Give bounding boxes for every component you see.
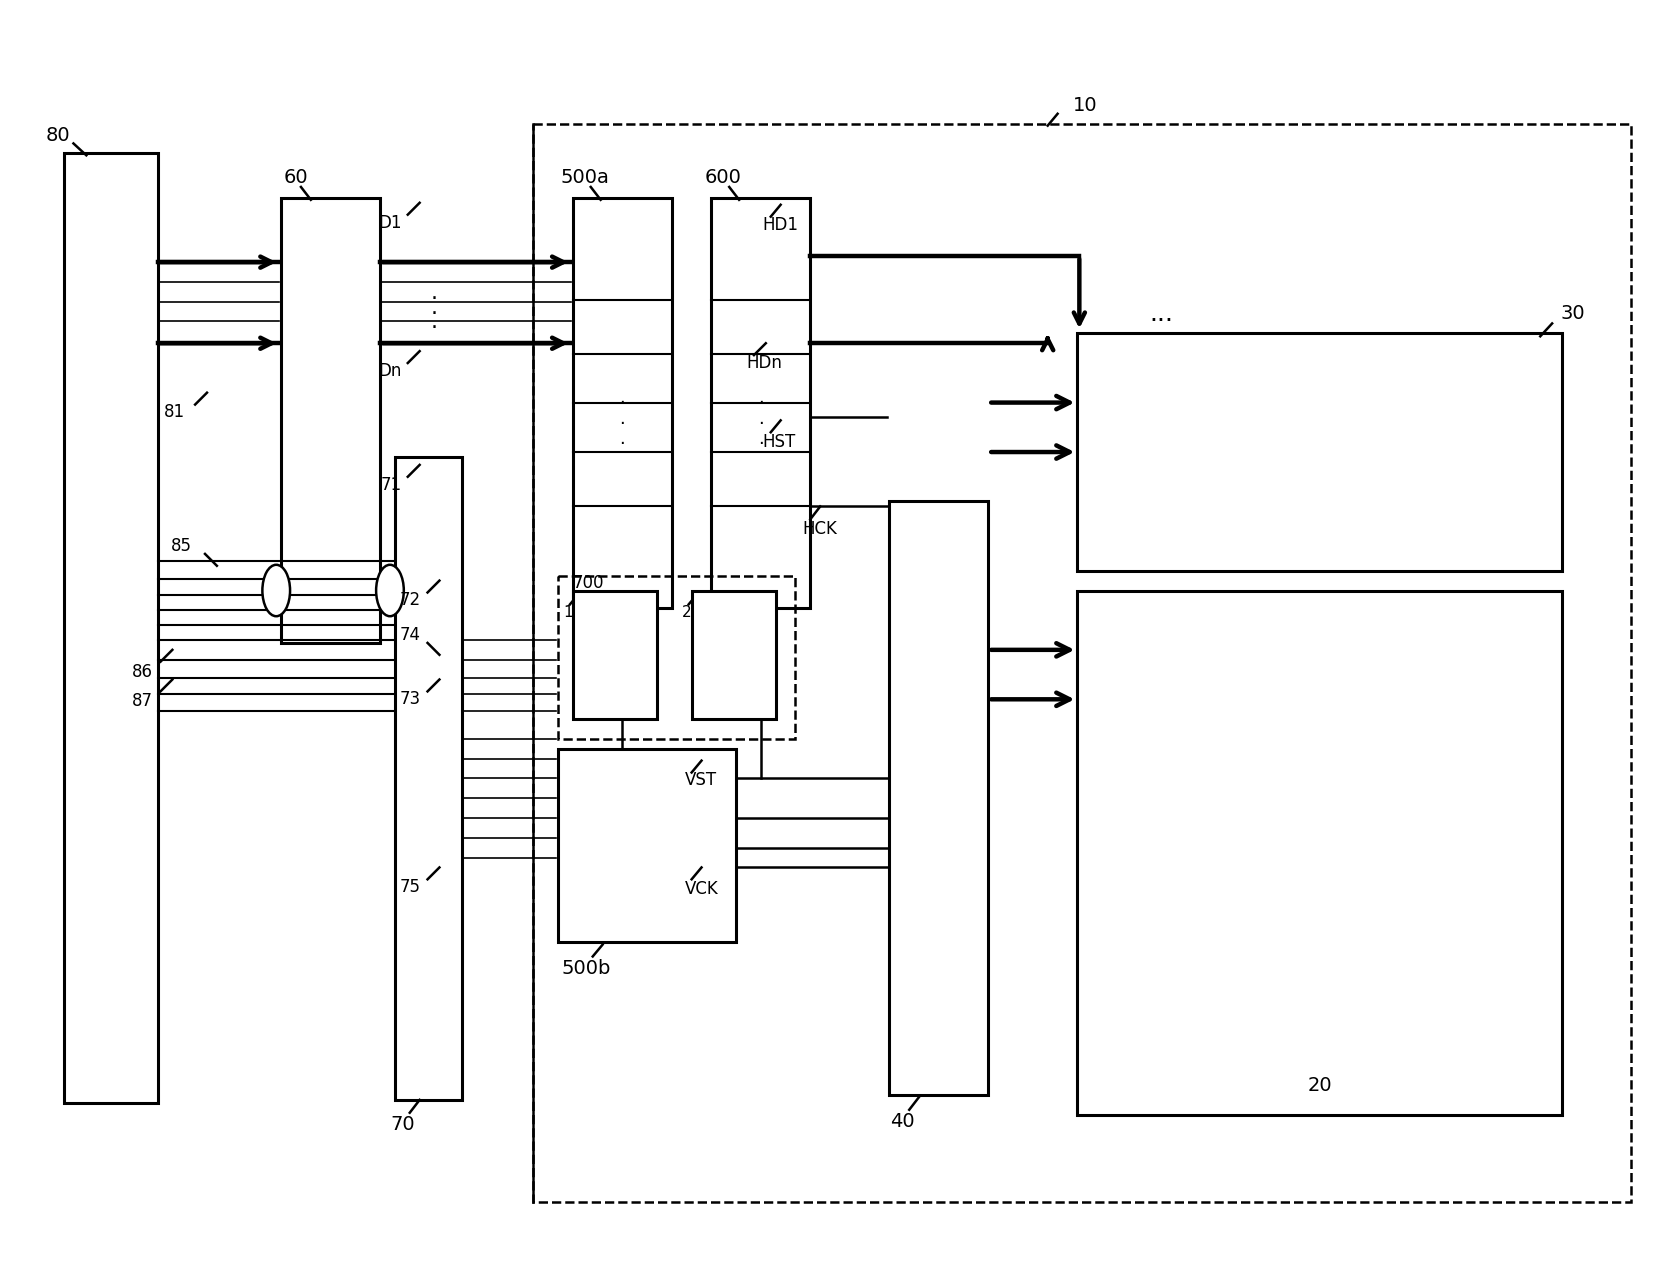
Text: HCK: HCK [803, 520, 838, 538]
Text: 30: 30 [1560, 304, 1585, 323]
Bar [534, 123, 1632, 1202]
Text: VST: VST [685, 771, 717, 790]
Bar [395, 457, 462, 1100]
Text: Dn: Dn [378, 363, 401, 380]
Bar [712, 198, 811, 608]
Text: 73: 73 [400, 691, 421, 709]
Text: 20: 20 [1308, 1076, 1331, 1094]
Bar [557, 749, 735, 941]
Text: ···: ··· [1150, 309, 1174, 333]
Bar [692, 590, 776, 719]
Text: 75: 75 [400, 878, 421, 897]
Bar [1078, 333, 1561, 571]
Text: 87: 87 [131, 692, 153, 710]
Bar [64, 154, 158, 1103]
Text: D1: D1 [378, 214, 401, 232]
Text: VCK: VCK [685, 880, 719, 898]
Text: 72: 72 [400, 591, 421, 609]
Bar [573, 198, 672, 608]
Text: 100: 100 [562, 604, 593, 619]
Ellipse shape [376, 565, 405, 616]
Bar [1078, 590, 1561, 1114]
Text: 60: 60 [284, 168, 309, 187]
Text: 70: 70 [391, 1116, 415, 1135]
Text: 40: 40 [890, 1112, 915, 1131]
Text: 86: 86 [131, 663, 153, 681]
Text: 700: 700 [573, 574, 604, 591]
Text: 500a: 500a [561, 168, 609, 187]
Text: 600: 600 [705, 168, 742, 187]
Text: ·: · [432, 289, 438, 309]
Text: HD1: HD1 [762, 215, 799, 234]
Bar [890, 501, 989, 1095]
Text: 80: 80 [45, 126, 71, 145]
Text: 85: 85 [171, 537, 191, 555]
Text: 81: 81 [165, 403, 185, 421]
Text: ·: · [432, 318, 438, 338]
Text: HDn: HDn [745, 354, 782, 371]
Text: 500b: 500b [561, 959, 611, 978]
Bar [573, 590, 656, 719]
Text: ·
·
·: · · · [620, 394, 625, 453]
Text: 10: 10 [1073, 97, 1096, 116]
Text: 74: 74 [400, 626, 421, 644]
Bar [557, 576, 796, 739]
Bar [280, 198, 379, 642]
Text: 200: 200 [682, 604, 710, 619]
Text: ·: · [432, 304, 438, 323]
Text: HST: HST [762, 434, 796, 452]
Text: 71: 71 [381, 476, 401, 494]
Ellipse shape [262, 565, 290, 616]
Text: ·
·
·: · · · [757, 394, 764, 453]
